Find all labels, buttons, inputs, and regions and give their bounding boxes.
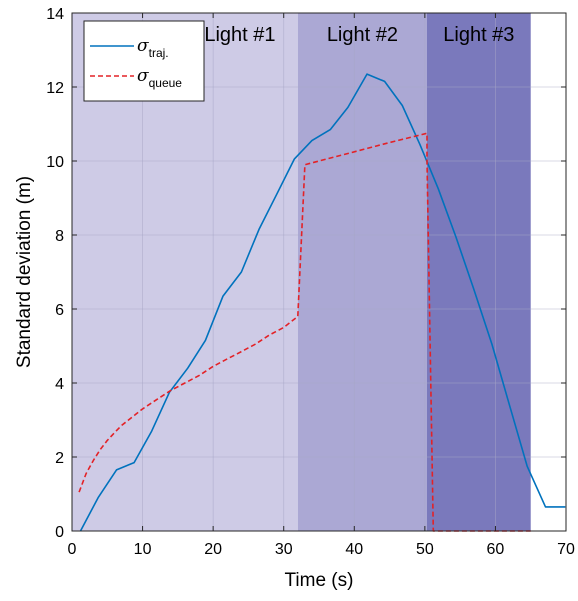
y-tick-label: 0	[55, 524, 64, 541]
axis-ticks: 0 10 20 30 40 50 60 70 0 2 4 6 8 10 12 14	[46, 6, 575, 558]
region-labels: Light #1 Light #2 Light #3	[204, 24, 514, 46]
legend: σtraj. σqueue	[83, 20, 205, 102]
region-2-band	[297, 13, 427, 531]
x-tick-label: 60	[487, 541, 505, 558]
series-line-traj	[79, 73, 566, 532]
series-line-queue	[78, 132, 531, 532]
plot-frame	[71, 12, 567, 532]
y-tick-label: 10	[46, 154, 64, 171]
x-tick-label: 40	[345, 541, 363, 558]
y-tick-label: 8	[55, 228, 64, 245]
y-tick-label: 12	[46, 80, 64, 97]
x-axis-label: Time (s)	[285, 570, 354, 591]
region-3-band	[426, 13, 531, 531]
x-tick-label: 70	[557, 541, 575, 558]
y-tick-label: 14	[46, 6, 64, 23]
grid-lines	[72, 13, 566, 531]
x-tick-label: 50	[416, 541, 434, 558]
y-tick-label: 6	[55, 302, 64, 319]
legend-label-queue: σqueue	[137, 66, 182, 90]
x-tick-label: 30	[275, 541, 293, 558]
region-3-label: Light #3	[443, 24, 514, 46]
x-tick-label: 0	[68, 541, 77, 558]
region-1-label: Light #1	[204, 24, 275, 46]
x-tick-label: 10	[134, 541, 152, 558]
legend-box	[83, 20, 205, 102]
legend-label-traj: σtraj.	[137, 36, 169, 60]
y-tick-label: 2	[55, 450, 64, 467]
y-axis-label: Standard deviation (m)	[14, 176, 35, 368]
y-tick-label: 4	[55, 376, 64, 393]
x-tick-label: 20	[204, 541, 222, 558]
region-2-label: Light #2	[327, 24, 398, 46]
data-series	[78, 73, 566, 532]
